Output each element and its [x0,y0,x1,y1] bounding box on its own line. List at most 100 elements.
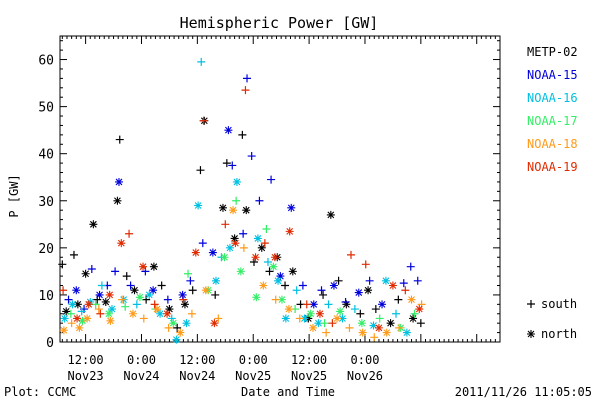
data-point-south [111,267,120,276]
y-tick-label: 60 [38,54,54,69]
x-tick-time-label: 12:00 [291,353,327,367]
data-point-north [308,323,317,332]
data-point-south [260,239,269,248]
data-point-north [288,267,297,276]
data-point-north [232,177,241,186]
marker-legend-label: south [541,297,577,311]
data-point-north [309,300,318,309]
data-point-south [77,307,86,316]
x-axis: 12:00 Nov23 0:00 Nov24 12:00 Nov24 0:00 Nov25 12… [61,36,501,383]
series-metp-02 [58,116,425,332]
data-point-north [130,286,139,295]
data-point-south [375,314,384,323]
data-point-north [95,290,104,299]
data-point-south [239,229,248,238]
data-point-south [118,295,127,304]
data-point-north [145,290,154,299]
data-point-south [345,323,354,332]
series-noaa-16 [60,57,411,344]
x-tick-date-label: Nov26 [347,369,383,383]
data-point-north [242,206,251,215]
data-point-north [338,314,347,323]
data-point-south [406,262,415,271]
data-point-south [121,302,130,311]
data-point-south [199,116,208,125]
data-point-north [230,234,239,243]
data-point-south [341,297,350,306]
data-point-south [211,290,220,299]
data-point-south [356,309,365,318]
x-tick-date-label: Nov24 [179,369,215,383]
data-point-north [270,253,279,262]
y-tick-label: 20 [38,242,54,257]
data-point-north [287,203,296,212]
data-point-north [218,203,227,212]
data-point-north [81,269,90,278]
data-point-north [336,307,345,316]
data-point-north [231,239,240,248]
data-point-south [255,196,264,205]
data-point-north [117,239,126,248]
data-point-north [210,319,219,328]
x-tick-date-label: Nov24 [123,369,159,383]
legend-item: METP-02 [527,45,578,59]
data-point-south [232,196,241,205]
data-point-north [276,272,285,281]
data-point-south [132,300,141,309]
data-point-north [139,262,148,271]
y-tick-label: 10 [38,289,54,304]
data-point-south [222,159,231,168]
data-point-south [125,229,134,238]
data-point-north [78,316,87,325]
data-point-south [267,175,276,184]
data-point-south [399,279,408,288]
data-point-north [326,210,335,219]
data-point-south [265,267,274,276]
data-point-south [281,281,290,290]
data-point-south [370,333,379,342]
data-point-south [94,305,103,314]
data-point-north [75,323,84,332]
data-point-south [392,309,401,318]
marker-legend-symbol [527,330,535,338]
data-point-north [89,220,98,229]
y-tick-label: 0 [46,336,54,351]
data-point-south [317,286,326,295]
data-point-south [238,130,247,139]
data-point-north [135,293,144,302]
data-point-north [169,319,178,328]
data-point-south [197,57,206,66]
data-point-north [114,177,123,186]
data-point-north [72,286,81,295]
data-point-south [163,295,172,304]
data-point-north [257,243,266,252]
hemisphere-marker-legend: south north [527,297,577,341]
data-point-north [378,300,387,309]
data-point-north [165,305,174,314]
data-point-south [328,319,337,328]
legend-item: NOAA-18 [527,137,578,151]
data-point-north [357,319,366,328]
data-point-south [262,225,271,234]
data-point-north [149,286,158,295]
data-point-north [73,300,82,309]
data-point-south [66,309,75,318]
chart-title: Hemispheric Power [GW] [180,14,379,32]
y-tick-label: 40 [38,148,54,163]
x-axis-label: Date and Time [241,385,335,399]
data-point-north [407,295,416,304]
data-point-north [163,309,172,318]
y-axis: 0 10 20 30 40 50 60 [38,40,500,351]
data-point-north [253,234,262,243]
data-point-north [382,328,391,337]
data-point-south [214,314,223,323]
data-point-south [142,295,151,304]
data-point-north [178,290,187,299]
data-point-north [194,201,203,210]
data-point-north [208,248,217,257]
data-point-south [319,290,328,299]
data-point-north [172,335,181,344]
data-point-south [292,286,301,295]
y-axis-label: P [GW] [7,174,21,217]
